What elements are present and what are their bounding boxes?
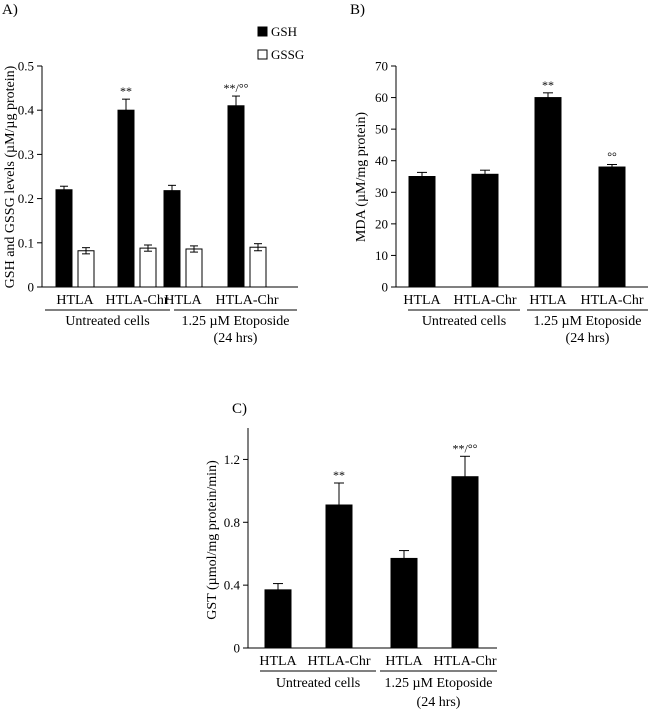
y-tick-label: 0 — [234, 641, 241, 656]
y-tick-label: 0 — [382, 280, 389, 295]
category-label: HTLA-Chr — [216, 293, 279, 308]
bar-gsh-3 — [163, 190, 181, 288]
category-label: HTLA — [385, 654, 423, 669]
y-tick-label: 0 — [28, 280, 35, 295]
significance-marker: °° — [607, 150, 617, 164]
bar-gssg-4 — [249, 246, 267, 288]
bar-mda-4 — [598, 166, 626, 288]
significance-marker: **/°° — [453, 441, 478, 455]
significance-marker: ** — [120, 84, 132, 98]
group-label: Untreated cells — [422, 314, 506, 329]
bar-gssg-2 — [139, 247, 157, 288]
y-tick-label: 30 — [375, 185, 388, 200]
legend-swatch-gsh — [257, 26, 268, 37]
panel-label: B) — [350, 2, 365, 18]
bar-mda-1 — [408, 176, 436, 288]
bar-gssg-3 — [185, 248, 203, 288]
group-label-line2: (24 hrs) — [417, 695, 461, 710]
bar-gst-2 — [325, 504, 353, 649]
y-axis-title: GSH and GSSG levels (µM/µg protein) — [3, 65, 18, 288]
group-label: 1.25 µM Etoposide — [533, 314, 641, 329]
significance-marker: ** — [333, 468, 345, 482]
y-axis-title: MDA (µM/mg protein) — [354, 112, 369, 243]
chart-panel-b: B) 0 10 20 30 40 50 60 70 MDA (µM/mg protein) ** °°… — [350, 2, 648, 346]
y-tick-label: 60 — [375, 90, 388, 105]
bar-gsh-1 — [55, 189, 73, 288]
y-tick-label: 0.8 — [224, 515, 240, 530]
group-label: Untreated cells — [65, 314, 149, 329]
significance-marker: **/°° — [224, 81, 249, 95]
y-tick-label: 0.4 — [224, 578, 241, 593]
category-label: HTLA-Chr — [308, 654, 371, 669]
category-label: HTLA-Chr — [581, 293, 644, 308]
y-tick-label: 0.5 — [18, 59, 34, 74]
panel-label: C) — [232, 401, 247, 417]
legend: GSH GSSG — [257, 24, 304, 62]
category-label: HTLA-Chr — [106, 293, 169, 308]
legend-label: GSH — [271, 24, 297, 39]
y-tick-label: 70 — [375, 59, 388, 74]
category-label: HTLA — [259, 654, 297, 669]
legend-label: GSSG — [271, 47, 304, 62]
group-label: 1.25 µM Etoposide — [181, 314, 289, 329]
y-tick-label: 0.2 — [18, 191, 34, 206]
bar-gsh-2 — [117, 109, 135, 288]
y-tick-label: 40 — [375, 153, 388, 168]
bar-gssg-1 — [77, 250, 95, 288]
y-tick-label: 20 — [375, 216, 388, 231]
y-tick-label: 0.3 — [18, 147, 34, 162]
category-label: HTLA — [403, 293, 441, 308]
bar-gst-1 — [264, 589, 292, 649]
group-label-line2: (24 hrs) — [214, 331, 258, 346]
y-tick-label: 50 — [375, 122, 388, 137]
category-label: HTLA — [529, 293, 567, 308]
group-label-line2: (24 hrs) — [566, 331, 610, 346]
significance-marker: ** — [542, 78, 554, 92]
bar-gsh-4 — [227, 105, 245, 288]
bar-mda-3 — [534, 97, 562, 288]
legend-swatch-gssg — [257, 49, 268, 60]
chart-panel-c: C) 0 0.4 0.8 1.2 GST (µmol/mg protein/min) ** *… — [205, 401, 497, 710]
panel-label: A) — [2, 2, 18, 18]
category-label: HTLA — [56, 293, 94, 308]
y-tick-label: 0.4 — [18, 103, 35, 118]
y-tick-label: 1.2 — [224, 452, 240, 467]
bar-gst-4 — [451, 476, 479, 649]
category-label: HTLA-Chr — [434, 654, 497, 669]
group-label: Untreated cells — [276, 676, 360, 691]
group-label: 1.25 µM Etoposide — [384, 676, 492, 691]
y-tick-label: 10 — [375, 248, 388, 263]
category-label: HTLA — [164, 293, 202, 308]
bar-gst-3 — [390, 557, 418, 649]
bar-mda-2 — [471, 173, 499, 288]
category-label: HTLA-Chr — [454, 293, 517, 308]
y-tick-label: 0.1 — [18, 235, 34, 250]
y-axis-title: GST (µmol/mg protein/min) — [205, 460, 220, 620]
